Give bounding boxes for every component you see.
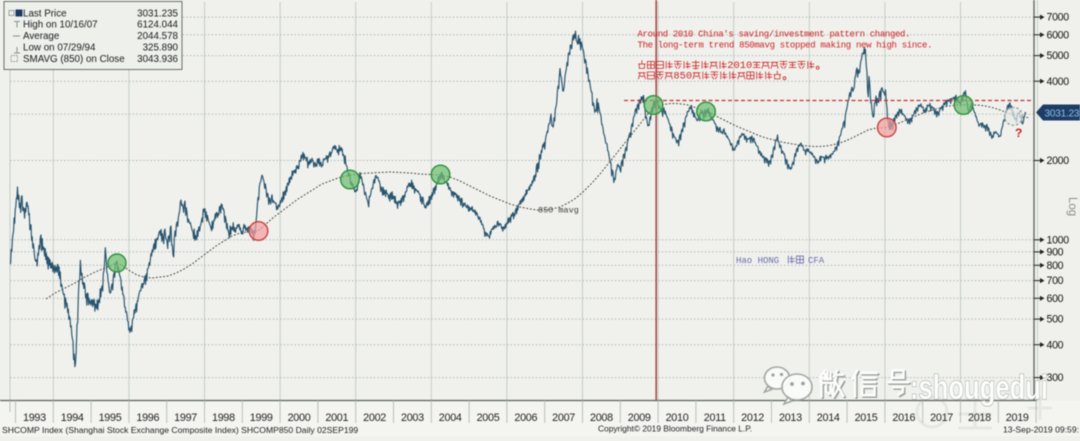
svg-text:2001: 2001 bbox=[325, 412, 348, 424]
svg-text:1996: 1996 bbox=[136, 412, 159, 424]
svg-text:2006: 2006 bbox=[514, 412, 537, 424]
svg-text:2010: 2010 bbox=[666, 412, 689, 424]
svg-text:500: 500 bbox=[1047, 314, 1064, 326]
svg-text:3043.936: 3043.936 bbox=[137, 54, 178, 65]
svg-text:The long-term trend 850mavg st: The long-term trend 850mavg stopped maki… bbox=[638, 41, 933, 51]
svg-text:2018: 2018 bbox=[968, 412, 991, 424]
svg-text:2008: 2008 bbox=[590, 412, 613, 424]
svg-text:6124.044: 6124.044 bbox=[137, 20, 178, 31]
svg-text:3031.23: 3031.23 bbox=[1045, 108, 1080, 119]
svg-text:2015: 2015 bbox=[855, 412, 878, 424]
svg-text:1995: 1995 bbox=[99, 412, 122, 424]
svg-text:1998: 1998 bbox=[212, 412, 235, 424]
svg-text:Around 2010 China's saving/inv: Around 2010 China's saving/investment pa… bbox=[638, 30, 911, 40]
svg-text:2003: 2003 bbox=[401, 412, 424, 424]
svg-text:SMAVG (850) on Close: SMAVG (850) on Close bbox=[23, 54, 125, 65]
svg-text:Log: Log bbox=[1066, 197, 1078, 216]
svg-text:Low on 07/29/94: Low on 07/29/94 bbox=[23, 43, 96, 54]
svg-text:Last Price: Last Price bbox=[23, 9, 67, 20]
svg-text:2010: 2010 bbox=[727, 60, 752, 72]
svg-text:6000: 6000 bbox=[1047, 29, 1070, 41]
svg-text:850 mavg: 850 mavg bbox=[538, 206, 579, 216]
svg-text:2016: 2016 bbox=[892, 412, 915, 424]
svg-text:2007: 2007 bbox=[552, 412, 575, 424]
svg-text:2000: 2000 bbox=[1047, 155, 1070, 167]
svg-text:2017: 2017 bbox=[930, 412, 953, 424]
svg-text:13-Sep-2019 09:59:: 13-Sep-2019 09:59: bbox=[1003, 425, 1079, 435]
svg-text:2009: 2009 bbox=[628, 412, 651, 424]
svg-text:5000: 5000 bbox=[1047, 50, 1070, 62]
svg-text:1000: 1000 bbox=[1047, 234, 1070, 246]
svg-text::shougedui: :shougedui bbox=[910, 369, 1048, 407]
svg-text:Hao HONG: Hao HONG bbox=[736, 256, 779, 266]
svg-text:CFA: CFA bbox=[808, 256, 825, 266]
svg-text:High on 10/16/07: High on 10/16/07 bbox=[23, 20, 98, 31]
svg-text:7000: 7000 bbox=[1047, 12, 1070, 24]
svg-text:2012: 2012 bbox=[741, 412, 764, 424]
svg-text:700: 700 bbox=[1047, 275, 1064, 287]
svg-text:2014: 2014 bbox=[817, 412, 840, 424]
svg-text:1994: 1994 bbox=[61, 412, 84, 424]
svg-text:300: 300 bbox=[1047, 372, 1064, 384]
svg-text:850: 850 bbox=[673, 71, 692, 83]
svg-text:?: ? bbox=[1015, 126, 1022, 140]
svg-text:1999: 1999 bbox=[250, 412, 273, 424]
svg-text:2004: 2004 bbox=[439, 412, 462, 424]
svg-text:2011: 2011 bbox=[704, 412, 726, 424]
svg-text:900: 900 bbox=[1047, 247, 1064, 259]
svg-text:SHCOMP Index (Shanghai Stock E: SHCOMP Index (Shanghai Stock Exchange Co… bbox=[2, 425, 358, 435]
svg-text:600: 600 bbox=[1047, 293, 1064, 305]
svg-text:4000: 4000 bbox=[1047, 76, 1070, 88]
svg-text:2013: 2013 bbox=[779, 412, 802, 424]
svg-text:325.890: 325.890 bbox=[143, 43, 179, 54]
svg-text:1997: 1997 bbox=[174, 412, 197, 424]
svg-text:800: 800 bbox=[1047, 260, 1064, 272]
svg-text:2019: 2019 bbox=[1006, 412, 1029, 424]
svg-text:400: 400 bbox=[1047, 339, 1064, 351]
svg-text:Average: Average bbox=[23, 31, 60, 42]
svg-text:2044.578: 2044.578 bbox=[137, 31, 178, 42]
svg-text:2005: 2005 bbox=[477, 412, 500, 424]
svg-text:3031.235: 3031.235 bbox=[137, 9, 178, 20]
svg-text:Copyright© 2019 Bloomberg Fina: Copyright© 2019 Bloomberg Finance L.P. bbox=[598, 424, 752, 434]
svg-text:1993: 1993 bbox=[23, 412, 46, 424]
svg-text:2000: 2000 bbox=[288, 412, 311, 424]
svg-text:2002: 2002 bbox=[363, 412, 386, 424]
